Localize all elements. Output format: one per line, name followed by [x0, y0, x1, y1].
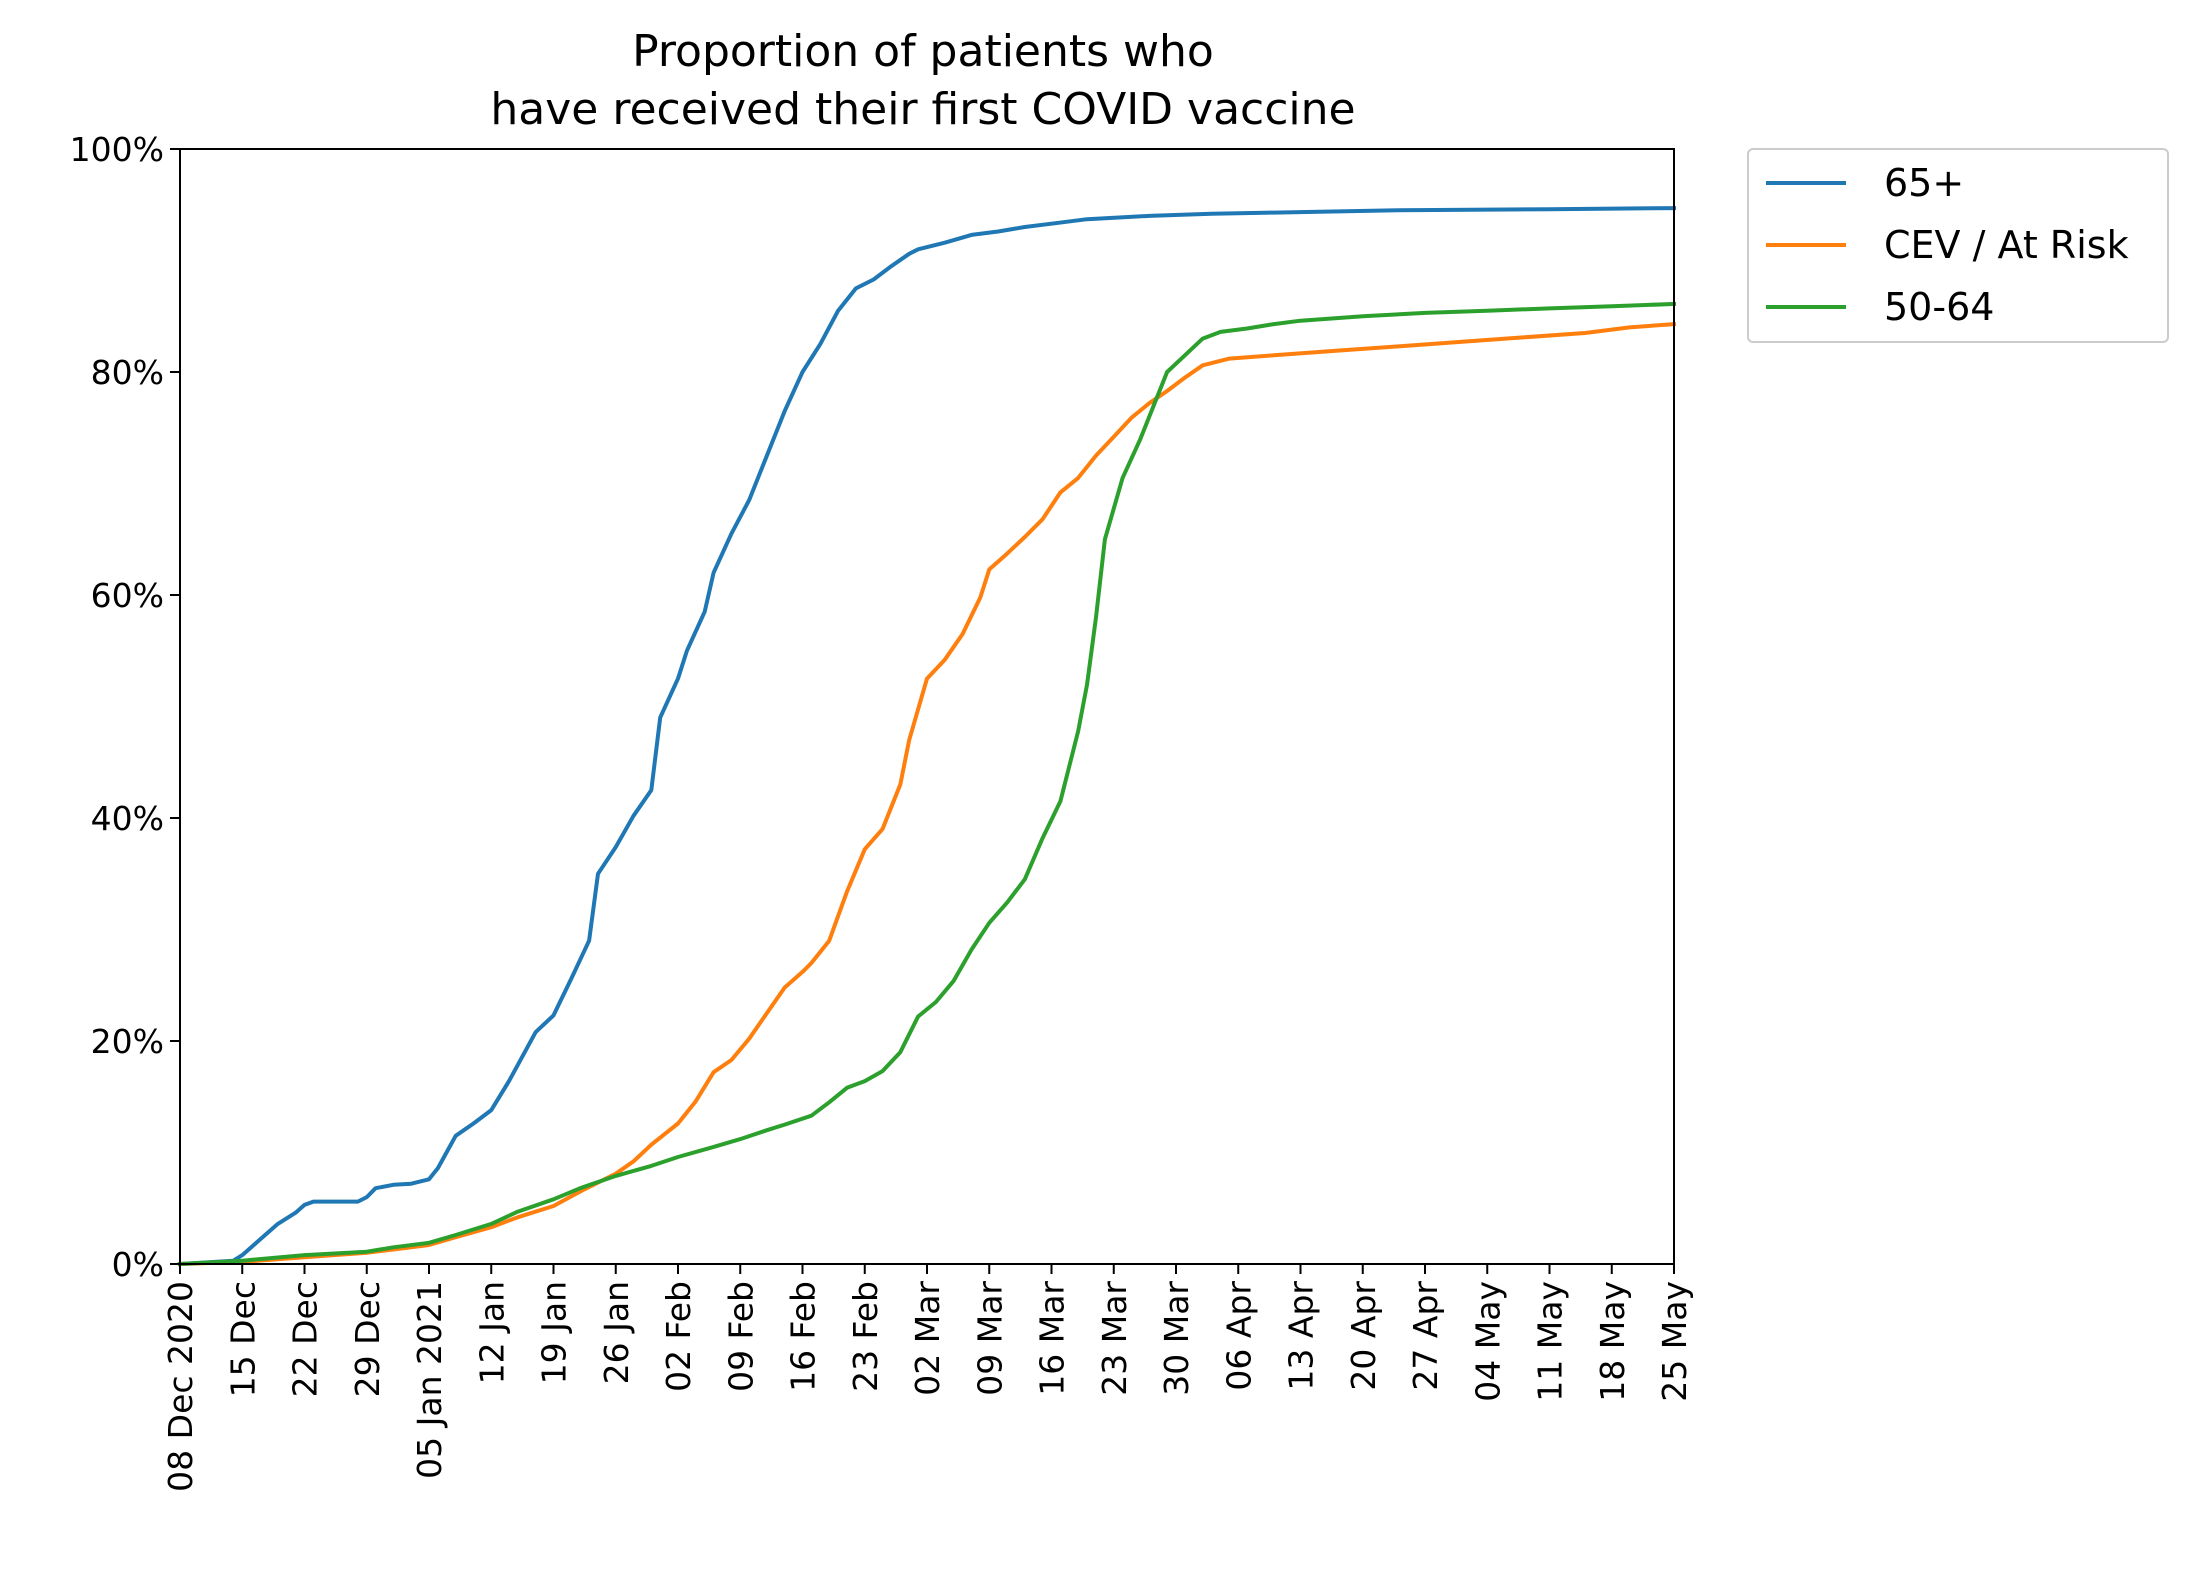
x-tick-label: 11 May	[1531, 1281, 1570, 1402]
x-tick-label: 16 Mar	[1033, 1281, 1072, 1396]
chart-title-line-1: Proportion of patients who	[632, 26, 1214, 77]
legend-label-0: 65+	[1884, 161, 1964, 205]
x-tick-label: 23 Feb	[846, 1281, 885, 1392]
x-tick-label: 25 May	[1655, 1281, 1694, 1402]
x-tick-label: 02 Mar	[908, 1281, 947, 1396]
legend-box	[1747, 148, 2169, 343]
x-tick-label: 08 Dec 2020	[161, 1281, 200, 1492]
x-tick-label: 20 Apr	[1344, 1281, 1383, 1391]
x-tick-label: 12 Jan	[472, 1281, 511, 1384]
chart-title-line-2: have received their first COVID vaccine	[490, 84, 1355, 135]
y-tick-label: 0%	[112, 1245, 164, 1284]
x-tick-label: 27 Apr	[1406, 1281, 1445, 1391]
legend: 65+ CEV / At Risk 50-64	[1747, 148, 2169, 343]
plot-area	[177, 148, 1677, 1267]
x-tick-label: 09 Mar	[970, 1281, 1009, 1396]
x-tick-label: 26 Jan	[597, 1281, 636, 1384]
x-tick-label: 16 Feb	[784, 1281, 823, 1392]
x-axis: 08 Dec 2020 15 Dec 22 Dec 29 Dec 05 Jan 2021…	[161, 1264, 1694, 1492]
x-tick-label: 04 May	[1468, 1281, 1507, 1402]
legend-label-2: 50-64	[1884, 285, 1994, 329]
x-tick-label: 23 Mar	[1095, 1281, 1134, 1396]
series-line-2	[177, 301, 1677, 1267]
y-tick-label: 100%	[70, 130, 164, 169]
x-tick-label: 30 Mar	[1157, 1281, 1196, 1396]
x-tick-label: 09 Feb	[721, 1281, 760, 1392]
series-line-0	[177, 206, 1677, 1267]
y-tick-label: 60%	[91, 576, 164, 615]
x-tick-label: 19 Jan	[535, 1281, 574, 1384]
series-line-1	[177, 321, 1677, 1267]
x-tick-label: 29 Dec	[348, 1281, 387, 1397]
y-tick-label: 80%	[91, 353, 164, 392]
x-tick-label: 13 Apr	[1282, 1281, 1321, 1391]
series-layer	[177, 206, 1677, 1267]
legend-label-1: CEV / At Risk	[1884, 223, 2129, 267]
x-tick-label: 06 Apr	[1219, 1281, 1258, 1391]
x-tick-label: 02 Feb	[659, 1281, 698, 1392]
x-tick-label: 05 Jan 2021	[410, 1281, 449, 1479]
y-tick-label: 20%	[91, 1022, 164, 1061]
x-tick-label: 15 Dec	[223, 1281, 262, 1397]
x-tick-label: 22 Dec	[286, 1281, 325, 1397]
y-tick-label: 40%	[91, 799, 164, 838]
y-axis: 0% 20% 40% 60% 80% 100%	[70, 130, 180, 1284]
x-tick-label: 18 May	[1593, 1281, 1632, 1402]
